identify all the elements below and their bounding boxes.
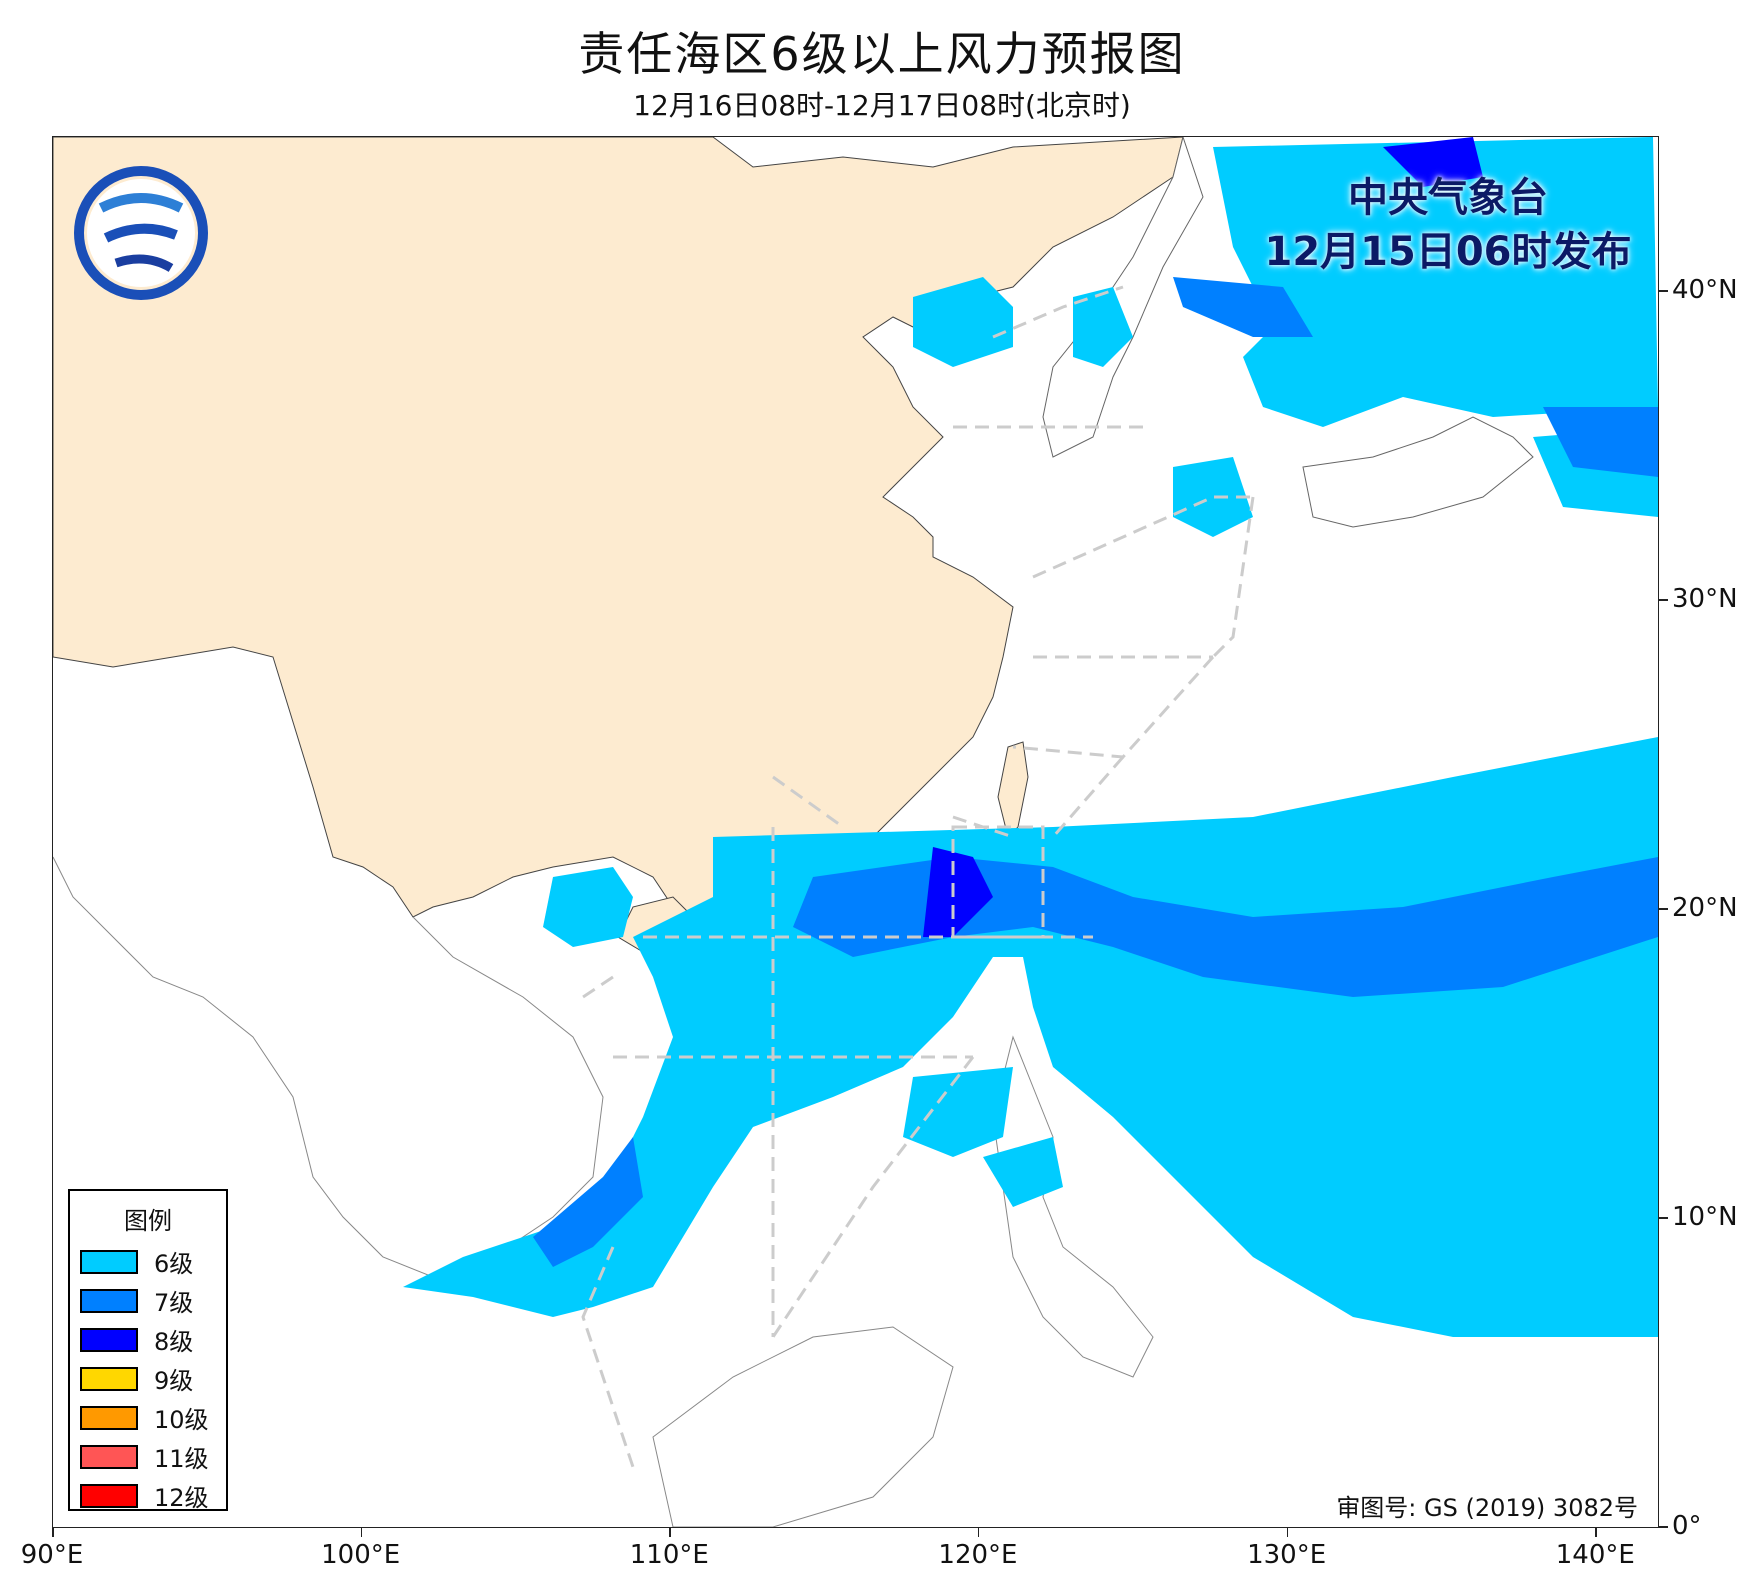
legend-label: 12级 (154, 1484, 209, 1512)
wind-6-main (403, 737, 1658, 1337)
map-title: 责任海区6级以上风力预报图 (578, 27, 1186, 81)
legend-title: 图例 (124, 1207, 172, 1235)
legend-label: 11级 (154, 1445, 209, 1473)
y-tick (1658, 908, 1668, 910)
wind-6-bohai (1073, 287, 1133, 367)
map-frame: 中央气象台 12月15日06时发布 图例 6级 7级 8级 9级 10级 11级 12级 审… (52, 136, 1659, 1528)
y-tick (1658, 290, 1668, 292)
sea-area-boundaries (581, 285, 1255, 1468)
legend-label: 7级 (154, 1289, 194, 1317)
x-tick-label: 140°E (1555, 1540, 1635, 1570)
legend-item: 9级 (70, 1359, 226, 1398)
japan-islands (1302, 416, 1534, 528)
legend-swatch (80, 1366, 138, 1391)
wind-7-band-north (1173, 277, 1313, 337)
y-tick (1658, 1526, 1668, 1528)
x-tick-label: 110°E (629, 1540, 709, 1570)
legend-swatch (80, 1483, 138, 1508)
wind-8-strait (923, 847, 993, 937)
y-tick-label: 30°N (1672, 584, 1738, 615)
legend: 图例 6级 7级 8级 9级 10级 11级 12级 (68, 1189, 228, 1512)
x-tick (669, 1527, 671, 1537)
legend-item: 8级 (70, 1320, 226, 1359)
legend-label: 8级 (154, 1328, 194, 1356)
legend-swatch (80, 1444, 138, 1469)
wind-6-north-yellow-sea (913, 277, 1013, 367)
taiwan-island (997, 741, 1029, 838)
x-tick (1286, 1527, 1289, 1537)
x-tick (1595, 1527, 1597, 1537)
wind-7-band-east (1543, 407, 1658, 477)
x-tick-label: 120°E (938, 1540, 1018, 1570)
review-number: 审图号: GS (2019) 3082号 (1336, 1494, 1638, 1522)
x-tick-label: 130°E (1247, 1540, 1327, 1570)
y-tick-label: 20°N (1672, 893, 1738, 924)
y-tick-label: 0° (1672, 1511, 1702, 1541)
legend-items: 6级 7级 8级 9级 10级 11级 12级 (70, 1242, 226, 1515)
korea-peninsula (1042, 137, 1204, 458)
map-subtitle: 12月16日08时-12月17日08时(北京时) (633, 89, 1131, 122)
y-tick-label: 10°N (1672, 1202, 1738, 1233)
x-tick (977, 1527, 980, 1537)
publish-time: 12月15日06时发布 (1264, 229, 1632, 275)
cma-logo-icon (71, 163, 211, 303)
legend-item: 10级 (70, 1398, 226, 1437)
wind-6-tsushima (1173, 457, 1253, 537)
legend-item: 6级 (70, 1242, 226, 1281)
legend-swatch (80, 1288, 138, 1313)
wind-6-south-china-sea (543, 867, 633, 947)
wind-6-sea-of-japan (1213, 137, 1658, 427)
publisher-label: 中央气象台 12月15日06时发布 (1238, 171, 1658, 279)
publisher-name: 中央气象台 (1348, 175, 1548, 221)
wind-8-north (1383, 137, 1483, 187)
legend-label: 6级 (154, 1250, 194, 1278)
legend-swatch (80, 1249, 138, 1274)
legend-item: 12级 (70, 1476, 226, 1515)
x-tick (360, 1527, 363, 1537)
wind-7-band-main (793, 857, 1658, 997)
y-tick (1658, 599, 1668, 601)
china-land (53, 137, 1184, 928)
wind-6-celebes (983, 1137, 1063, 1207)
y-tick (1658, 1217, 1668, 1219)
wind-6-sulu (903, 1067, 1013, 1157)
legend-item: 7级 (70, 1281, 226, 1320)
x-tick (52, 1527, 54, 1537)
x-tick-label: 90°E (20, 1540, 84, 1570)
wind-7-south-coast (533, 1137, 643, 1267)
legend-swatch (80, 1405, 138, 1430)
x-tick-label: 100°E (321, 1540, 401, 1570)
legend-swatch (80, 1327, 138, 1352)
indochina-outline (53, 856, 604, 1278)
borneo-outline (652, 1326, 954, 1527)
map-canvas (53, 137, 1658, 1527)
legend-label: 9级 (154, 1367, 194, 1395)
y-tick-label: 40°N (1672, 275, 1738, 306)
legend-label: 10级 (154, 1406, 209, 1434)
legend-item: 11级 (70, 1437, 226, 1476)
